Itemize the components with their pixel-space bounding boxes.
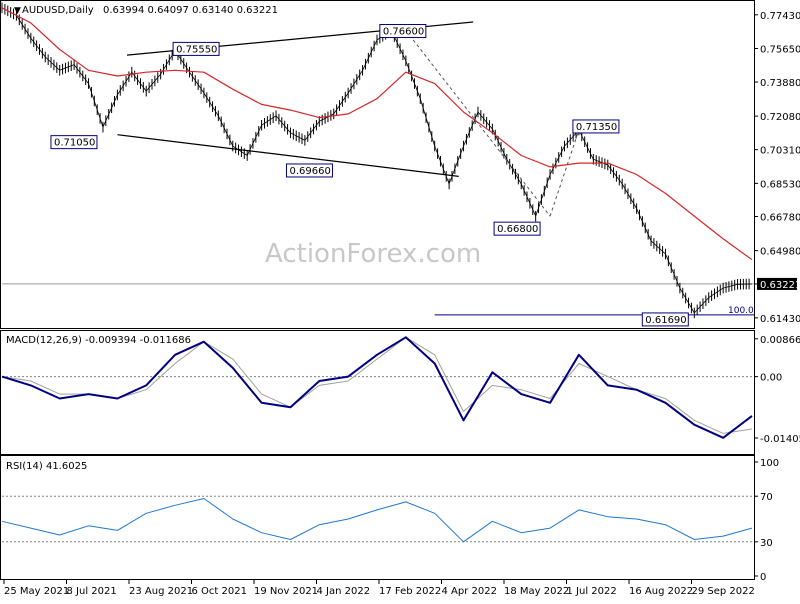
price-ytick-label: 0.61430 — [760, 314, 800, 325]
grid-layer — [2, 283, 754, 543]
header-symbol-triangle: ▼ — [14, 6, 21, 16]
rsi-panel-frame — [0, 455, 755, 580]
macd-ytick-label: 0.008662 — [760, 335, 800, 346]
macd-signal-line — [1, 336, 753, 434]
macd-ytick-label: -0.014055 — [760, 434, 800, 445]
price-annotation-label: 0.71050 — [54, 138, 95, 149]
header-ohlc: 0.63994 0.64097 0.63140 0.63221 — [103, 5, 278, 16]
x-tick-label: 16 Aug 2022 — [629, 586, 693, 597]
macd-line — [1, 336, 753, 439]
rsi-ytick-label: 30 — [760, 538, 773, 549]
header-symbol: AUDUSD,Daily — [22, 5, 94, 16]
price-annotation-label: 0.71350 — [576, 122, 617, 133]
price-annotation-box — [641, 312, 689, 327]
marks-layer: 100.0 0.71050 0.75550 0.69660 0.76600 0.66800… — [50, 21, 754, 327]
price-ytick-label: 0.75650 — [760, 45, 800, 56]
series-layer — [1, 2, 753, 543]
price-ytick-label: 0.77430 — [760, 11, 800, 22]
x-tick-label: 4 Jan 2022 — [317, 586, 371, 597]
price-annotation-box — [172, 41, 220, 56]
price-panel-frame — [0, 0, 755, 329]
price-line — [1, 7, 753, 314]
price-annotation-box — [285, 163, 333, 178]
macd-ytick-label: 0.00 — [760, 373, 782, 384]
trendline — [117, 134, 459, 177]
x-tick-label: 1 Jul 2022 — [567, 586, 617, 597]
x-tick-label: 6 Oct 2021 — [192, 586, 247, 597]
x-tick-label: 17 Feb 2022 — [379, 586, 441, 597]
axis-layer: 0.77430 0.75650 0.73880 0.72080 0.70310 0.685… — [3, 11, 800, 597]
x-tick-label: 25 May 2021 — [4, 586, 69, 597]
price-annotation-label: 0.66800 — [497, 224, 538, 235]
rsi-ytick-label: 70 — [760, 492, 773, 503]
rsi-line — [1, 498, 753, 543]
price-annotation-label: 0.69660 — [289, 166, 330, 177]
price-ytick-label: 0.72080 — [760, 112, 800, 123]
price-annotation-label: 0.76600 — [383, 27, 424, 38]
x-tick-label: 29 Sep 2022 — [692, 586, 755, 597]
price-annotation-box — [379, 24, 427, 39]
macd-title: MACD(12,26,9) -0.009394 -0.011686 — [6, 335, 191, 346]
rsi-title: RSI(14) 41.6025 — [6, 461, 87, 472]
rsi-ytick-label: 0 — [760, 572, 766, 583]
x-tick-label: 18 May 2022 — [504, 586, 569, 597]
price-annotation-box — [50, 135, 98, 150]
price-ytick-label: 0.68530 — [760, 179, 800, 190]
x-tick-label: 23 Aug 2021 — [129, 586, 193, 597]
price-annotation-box — [493, 221, 541, 236]
rsi-ytick-label: 100 — [760, 458, 779, 469]
fib-level-label: 100.0 — [728, 306, 754, 316]
price-ytick-label: 0.70310 — [760, 146, 800, 157]
price-annotation-label: 0.61690 — [645, 315, 686, 326]
price-ytick-label: 0.64980 — [760, 247, 800, 258]
price-ytick-label: 0.73880 — [760, 78, 800, 89]
moving-average-line — [1, 7, 753, 261]
current-price-label: 0.63221 — [760, 280, 800, 291]
macd-panel-frame — [0, 330, 755, 455]
current-price-badge — [757, 277, 797, 290]
price-annotation-label: 0.75550 — [176, 44, 217, 55]
price-annotation-box — [572, 119, 620, 134]
x-tick-label: 4 Apr 2022 — [442, 586, 497, 597]
watermark: ActionForex.com — [265, 239, 481, 269]
x-tick-label: 19 Nov 2021 — [254, 586, 318, 597]
x-tick-label: 8 Jul 2021 — [67, 586, 117, 597]
price-ytick-label: 0.66780 — [760, 213, 800, 224]
